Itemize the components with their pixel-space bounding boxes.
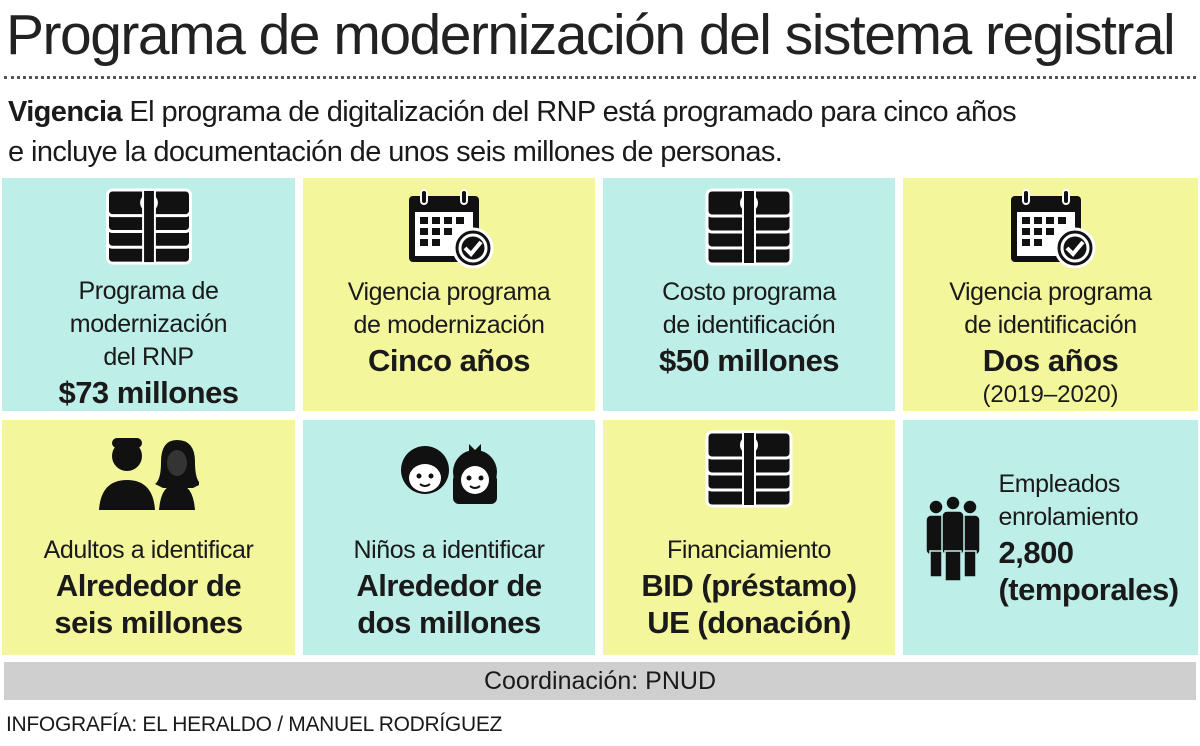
card-label: Programa de	[78, 277, 219, 305]
card: Adultos a identificar Alrededor de seis mi…	[2, 420, 295, 655]
icon	[922, 493, 984, 583]
card-value: Alrededor de	[55, 568, 242, 603]
card-value: 2,800	[998, 534, 1074, 570]
card-value: dos millones	[357, 605, 541, 640]
icon	[699, 188, 799, 270]
icon	[399, 188, 499, 270]
card-label: Vigencia programa	[949, 278, 1152, 306]
card-note: (2019–2020)	[982, 381, 1119, 408]
card-value: UE (donación)	[647, 605, 851, 640]
card-value: Cinco años	[367, 343, 531, 378]
card-label: del RNP	[103, 343, 194, 371]
card: Niños a identificar Alrededor de dos millo…	[303, 420, 595, 655]
title: Programa de modernización del sistema re…	[6, 3, 1176, 67]
card-label: de modernización	[353, 311, 545, 339]
card-label: de identificación	[662, 311, 836, 339]
card-label: Costo programa	[662, 278, 836, 306]
card-label: Empleados	[998, 469, 1120, 498]
card-value: $50 millones	[658, 343, 840, 378]
icon	[99, 430, 199, 512]
card-text: Empleados enrolamiento 2,800 (temporales)	[998, 468, 1179, 608]
card: Costo programa de identificación $50 millo…	[603, 178, 895, 411]
icon	[1001, 188, 1101, 270]
card-label: Adultos a identificar	[43, 536, 254, 564]
card: Vigencia programa de modernización Cinco a…	[303, 178, 595, 411]
icon	[399, 430, 499, 512]
coordination: Coordinación: PNUD	[4, 662, 1196, 700]
card: Empleados enrolamiento 2,800 (temporales)	[903, 420, 1198, 655]
card: Programa de modernización del RNP $73 millo…	[2, 178, 295, 411]
credit: INFOGRAFÍA: EL HERALDO / MANUEL RODRÍGUE…	[6, 713, 503, 736]
intro-text: e incluye la documentación de unos seis …	[8, 136, 783, 168]
icon	[99, 188, 199, 269]
intro-lead: Vigencia	[8, 96, 123, 128]
card-value: Alrededor de	[356, 568, 542, 603]
card-label: Niños a identificar	[353, 536, 545, 564]
card-value: (temporales)	[998, 571, 1179, 607]
card-label: Vigencia programa	[347, 278, 551, 306]
card: Financiamiento BID (préstamo) UE (donación…	[603, 420, 895, 655]
dotted-rule	[4, 76, 1196, 79]
intro-line: Vigencia El programa de digitalización d…	[8, 96, 1017, 129]
card-value: BID (préstamo)	[641, 568, 857, 603]
card-value: seis millones	[54, 605, 243, 640]
card: Vigencia programa de identificación Dos añ…	[903, 178, 1198, 411]
card-label: modernización	[69, 310, 228, 338]
intro-line: e incluye la documentación de unos seis …	[8, 136, 783, 169]
card-value: $73 millones	[58, 375, 239, 410]
card-value: Dos años	[982, 343, 1119, 378]
card-label: Financiamiento	[667, 536, 831, 564]
card-label: enrolamiento	[998, 502, 1139, 531]
icon	[699, 430, 799, 512]
intro-text: El programa de digitalización del RNP es…	[129, 96, 1017, 128]
card-label: de identificación	[964, 311, 1137, 339]
